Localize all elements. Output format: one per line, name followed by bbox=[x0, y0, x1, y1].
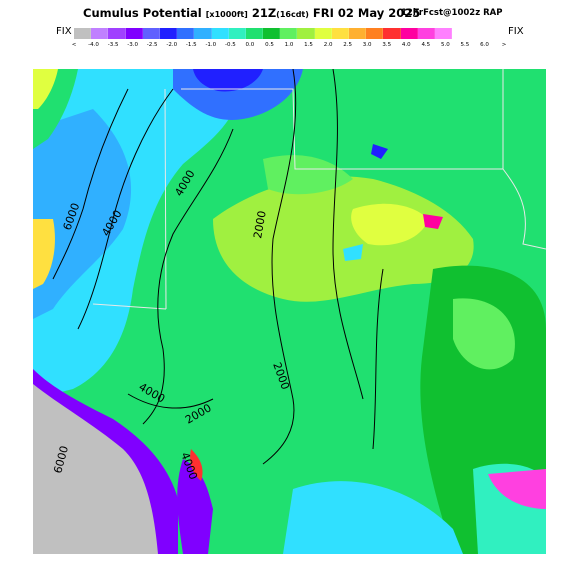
mexico-border-west bbox=[92, 303, 167, 310]
scale-swatch bbox=[108, 28, 126, 39]
scale-swatch bbox=[245, 28, 264, 39]
title-bar: Cumulus Potential [x1000ft] 21Z(16cdt) F… bbox=[0, 6, 579, 22]
scale-tick-label: 4.5 bbox=[421, 42, 431, 48]
scale-tick-label: 6.0 bbox=[480, 42, 489, 48]
scale-tick-label: 1.0 bbox=[284, 42, 294, 48]
west-yellow-patch bbox=[33, 219, 55, 289]
scale-swatch bbox=[177, 28, 195, 39]
scale-swatch bbox=[159, 28, 178, 39]
cumulus-potential-map: 6000 4000 4000 2000 2000 4000 2000 6000 … bbox=[33, 69, 546, 554]
scale-tick-label: > bbox=[501, 42, 507, 48]
tx-ok-border bbox=[502, 69, 546, 250]
scale-swatch bbox=[263, 28, 281, 39]
scale-swatch bbox=[434, 28, 453, 39]
scale-swatch bbox=[280, 28, 298, 39]
south-cyan-region bbox=[283, 481, 463, 554]
scale-tick-label: 1.5 bbox=[304, 42, 313, 48]
scale-tick-label: -3.0 bbox=[127, 42, 138, 48]
scale-tick-label: < bbox=[71, 42, 77, 48]
scale-tick-label: -0.5 bbox=[224, 42, 236, 48]
contour-label-2000-north: 2000 bbox=[251, 210, 269, 240]
scale-swatch bbox=[297, 28, 315, 39]
negative-core-dark bbox=[193, 69, 263, 92]
contour-4000-a bbox=[142, 128, 234, 425]
fix-label-left: FIX bbox=[56, 26, 72, 37]
contour-2000-a bbox=[262, 69, 297, 465]
map-panel: 6000 4000 4000 2000 2000 4000 2000 6000 … bbox=[33, 69, 546, 554]
western-blue-band bbox=[33, 109, 132, 319]
scale-tick-label: 3.0 bbox=[362, 42, 372, 48]
contour-4000-south bbox=[127, 393, 214, 409]
title-valid: 21Z bbox=[251, 6, 277, 20]
cyan-cell bbox=[343, 244, 363, 261]
nw-corner-yellow bbox=[33, 69, 58, 109]
rio-grande-red bbox=[190, 449, 203, 481]
color-scale bbox=[74, 28, 453, 39]
scale-tick-label: 2.5 bbox=[343, 42, 352, 48]
scale-swatch bbox=[366, 28, 384, 39]
scale-tick-label: -1.0 bbox=[205, 42, 217, 48]
title-valid-local: (16cdt) bbox=[276, 10, 309, 19]
contour-6000-a bbox=[52, 88, 129, 280]
scale-tick-label: 2.0 bbox=[323, 42, 333, 48]
scale-swatch bbox=[74, 28, 92, 39]
se-magenta-patch bbox=[488, 469, 546, 509]
scale-swatch bbox=[91, 28, 109, 39]
scale-tick-label: 0.5 bbox=[265, 42, 274, 48]
scale-tick-label: 0.0 bbox=[245, 42, 255, 48]
title-product: Cumulus Potential bbox=[83, 6, 202, 20]
scale-swatch bbox=[400, 28, 418, 39]
scale-tick-label: 5.5 bbox=[460, 42, 470, 48]
scale-tick-label: 5.0 bbox=[440, 42, 450, 48]
scale-swatch bbox=[194, 28, 212, 39]
magenta-cell bbox=[423, 214, 443, 229]
scale-swatch bbox=[125, 28, 143, 39]
forecast-info: 12hrFcst@1002z RAP bbox=[401, 8, 503, 18]
scale-swatch bbox=[211, 28, 229, 39]
chart-title: Cumulus Potential [x1000ft] 21Z(16cdt) F… bbox=[83, 6, 420, 20]
scale-swatch bbox=[383, 28, 401, 39]
scale-swatch bbox=[331, 28, 349, 39]
small-blue-feature bbox=[371, 144, 388, 159]
central-yellow-patch bbox=[351, 203, 428, 246]
scale-swatch bbox=[417, 28, 435, 39]
scale-swatch bbox=[349, 28, 367, 39]
contour-inner-b bbox=[372, 268, 384, 450]
east-light-patch bbox=[453, 298, 515, 370]
title-units: [x1000ft] bbox=[205, 10, 248, 19]
scale-tick-label: -2.0 bbox=[166, 42, 178, 48]
contour-4000-b bbox=[77, 88, 174, 330]
scale-tick-label: -2.5 bbox=[146, 42, 158, 48]
scale-tick-label: -4.0 bbox=[88, 42, 99, 48]
color-scale-labels: < -4.0 -3.5 -3.0 -2.5 -2.0 -1.5 -1.0 -0.5 0.0 0.5 1… bbox=[66, 42, 516, 52]
scale-tick-label: 3.5 bbox=[382, 42, 392, 48]
scale-tick-label: -3.5 bbox=[107, 42, 119, 48]
nm-tx-border bbox=[164, 88, 167, 310]
scale-swatch bbox=[228, 28, 246, 39]
rio-grande-purple bbox=[177, 459, 213, 554]
contour-inner-a bbox=[332, 69, 364, 400]
fix-label-right: FIX bbox=[508, 26, 524, 37]
height-contours bbox=[52, 69, 384, 465]
sw-gray-region bbox=[33, 384, 158, 554]
scale-tick-label: 4.0 bbox=[401, 42, 411, 48]
scale-swatch bbox=[142, 28, 160, 39]
title-date: FRI 02 May 2025 bbox=[312, 6, 421, 20]
scale-swatch bbox=[314, 28, 332, 39]
scale-tick-label: -1.5 bbox=[185, 42, 197, 48]
